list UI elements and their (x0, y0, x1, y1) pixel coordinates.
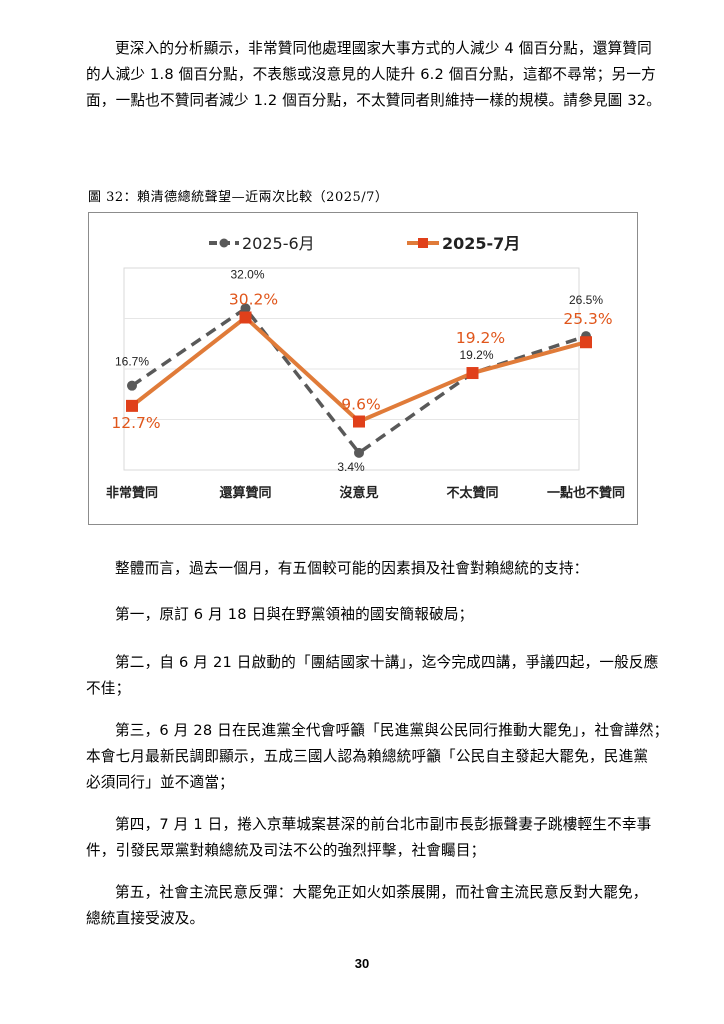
data-point-june (127, 380, 137, 391)
text-line: 整體而言，過去一個月，有五個較可能的因素損及社會對賴總統的支持： (115, 560, 589, 577)
text-line: 不佳； (86, 680, 131, 697)
data-label-june: 32.0% (230, 267, 264, 281)
data-label-july: 9.6% (341, 396, 380, 414)
data-point-june (240, 303, 251, 314)
data-label-july: 12.7% (111, 414, 160, 432)
text-line: 總統直接受波及。 (86, 910, 205, 927)
data-label-june: 16.7% (115, 355, 149, 369)
text-line: 件，引發民眾黨對賴總統及司法不公的強烈抨擊，社會矚目； (86, 842, 486, 859)
text-line: 本會七月最新民調即顯示，五成三國人認為賴總統呼籲「公民自主發起大罷免，民進黨 (86, 748, 649, 765)
paragraph: 第二，自 6 月 21 日啟動的「團結國家十講」，迄今完成四講，爭議四起，一般反… (86, 650, 659, 702)
text-line: 的人減少 1.8 個百分點，不表態或沒意見的人陡升 6.2 個百分點，這都不尋常… (86, 66, 656, 83)
x-tick-label: 不太贊同 (446, 485, 498, 501)
text-line: 面，一點也不贊同者減少 1.2 個百分點，不太贊同者則維持一樣的規模。請參見圖 … (86, 92, 662, 109)
intro-paragraph: 更深入的分析顯示，非常贊同他處理國家大事方式的人減少 4 個百分點，還算贊同 的… (86, 36, 662, 114)
chart-container: 非常贊同 還算贊同 沒意見 不太贊同 一點也不贊同 16.7% 32.0% 3.4% 19.2%… (88, 212, 638, 525)
text-line: 第四，7 月 1 日，捲入京華城案甚深的前台北市副市長彭振聲妻子跳樓輕生不幸事 (115, 816, 652, 833)
paragraph: 第三，6 月 28 日在民進黨全代會呼籲「民進黨與公民同行推動大罷免」，社會譁然… (86, 718, 669, 796)
x-tick-label: 一點也不贊同 (547, 485, 625, 501)
data-point-june (354, 447, 364, 458)
data-point-july (126, 399, 138, 412)
line-chart: 非常贊同 還算贊同 沒意見 不太贊同 一點也不贊同 16.7% 32.0% 3.4% 19.2%… (106, 234, 625, 501)
paragraph: 第一，原訂 6 月 18 日與在野黨領袖的國安簡報破局； (86, 602, 646, 628)
paragraph: 整體而言，過去一個月，有五個較可能的因素損及社會對賴總統的支持： (86, 556, 646, 582)
x-tick-label: 沒意見 (339, 485, 378, 501)
data-label-july: 30.2% (229, 290, 278, 308)
x-tick-label: 非常贊同 (106, 485, 158, 501)
legend-label-june: 2025-6月 (242, 234, 315, 253)
data-label-june: 19.2% (459, 348, 493, 362)
data-label-july: 19.2% (456, 329, 505, 347)
text-line: 第一，原訂 6 月 18 日與在野黨領袖的國安簡報破局； (115, 606, 474, 623)
text-line: 必須同行」並不適當； (86, 774, 234, 791)
text-line: 更深入的分析顯示，非常贊同他處理國家大事方式的人減少 4 個百分點，還算贊同 (115, 40, 652, 57)
text-line: 第二，自 6 月 21 日啟動的「團結國家十講」，迄今完成四講，爭議四起，一般反… (115, 654, 659, 671)
text-line: 第三，6 月 28 日在民進黨全代會呼籲「民進黨與公民同行推動大罷免」，社會譁然… (115, 722, 669, 739)
legend-marker-june (219, 238, 229, 248)
data-label-july: 25.3% (563, 310, 612, 328)
x-tick-label: 還算贊同 (219, 485, 271, 501)
data-point-july (466, 367, 479, 380)
data-label-june: 26.5% (569, 293, 603, 307)
data-label-june: 3.4% (337, 460, 365, 474)
series-line-june (131, 306, 587, 456)
legend-marker-july (418, 238, 428, 248)
data-point-july (239, 311, 252, 324)
legend-label-july: 2025-7月 (442, 234, 520, 253)
figure-caption: 圖 32：賴清德總統聲望—近兩次比較（2025/7） (88, 190, 389, 205)
data-point-july (580, 336, 592, 349)
paragraph: 第五，社會主流民意反彈：大罷免正如火如荼展開，而社會主流民意反對大罷免， 總統直… (86, 880, 648, 932)
data-point-july (353, 415, 365, 428)
paragraph: 第四，7 月 1 日，捲入京華城案甚深的前台北市副市長彭振聲妻子跳樓輕生不幸事 … (86, 812, 652, 864)
page-number: 30 (354, 956, 370, 971)
text-line: 第五，社會主流民意反彈：大罷免正如火如荼展開，而社會主流民意反對大罷免， (115, 884, 648, 901)
